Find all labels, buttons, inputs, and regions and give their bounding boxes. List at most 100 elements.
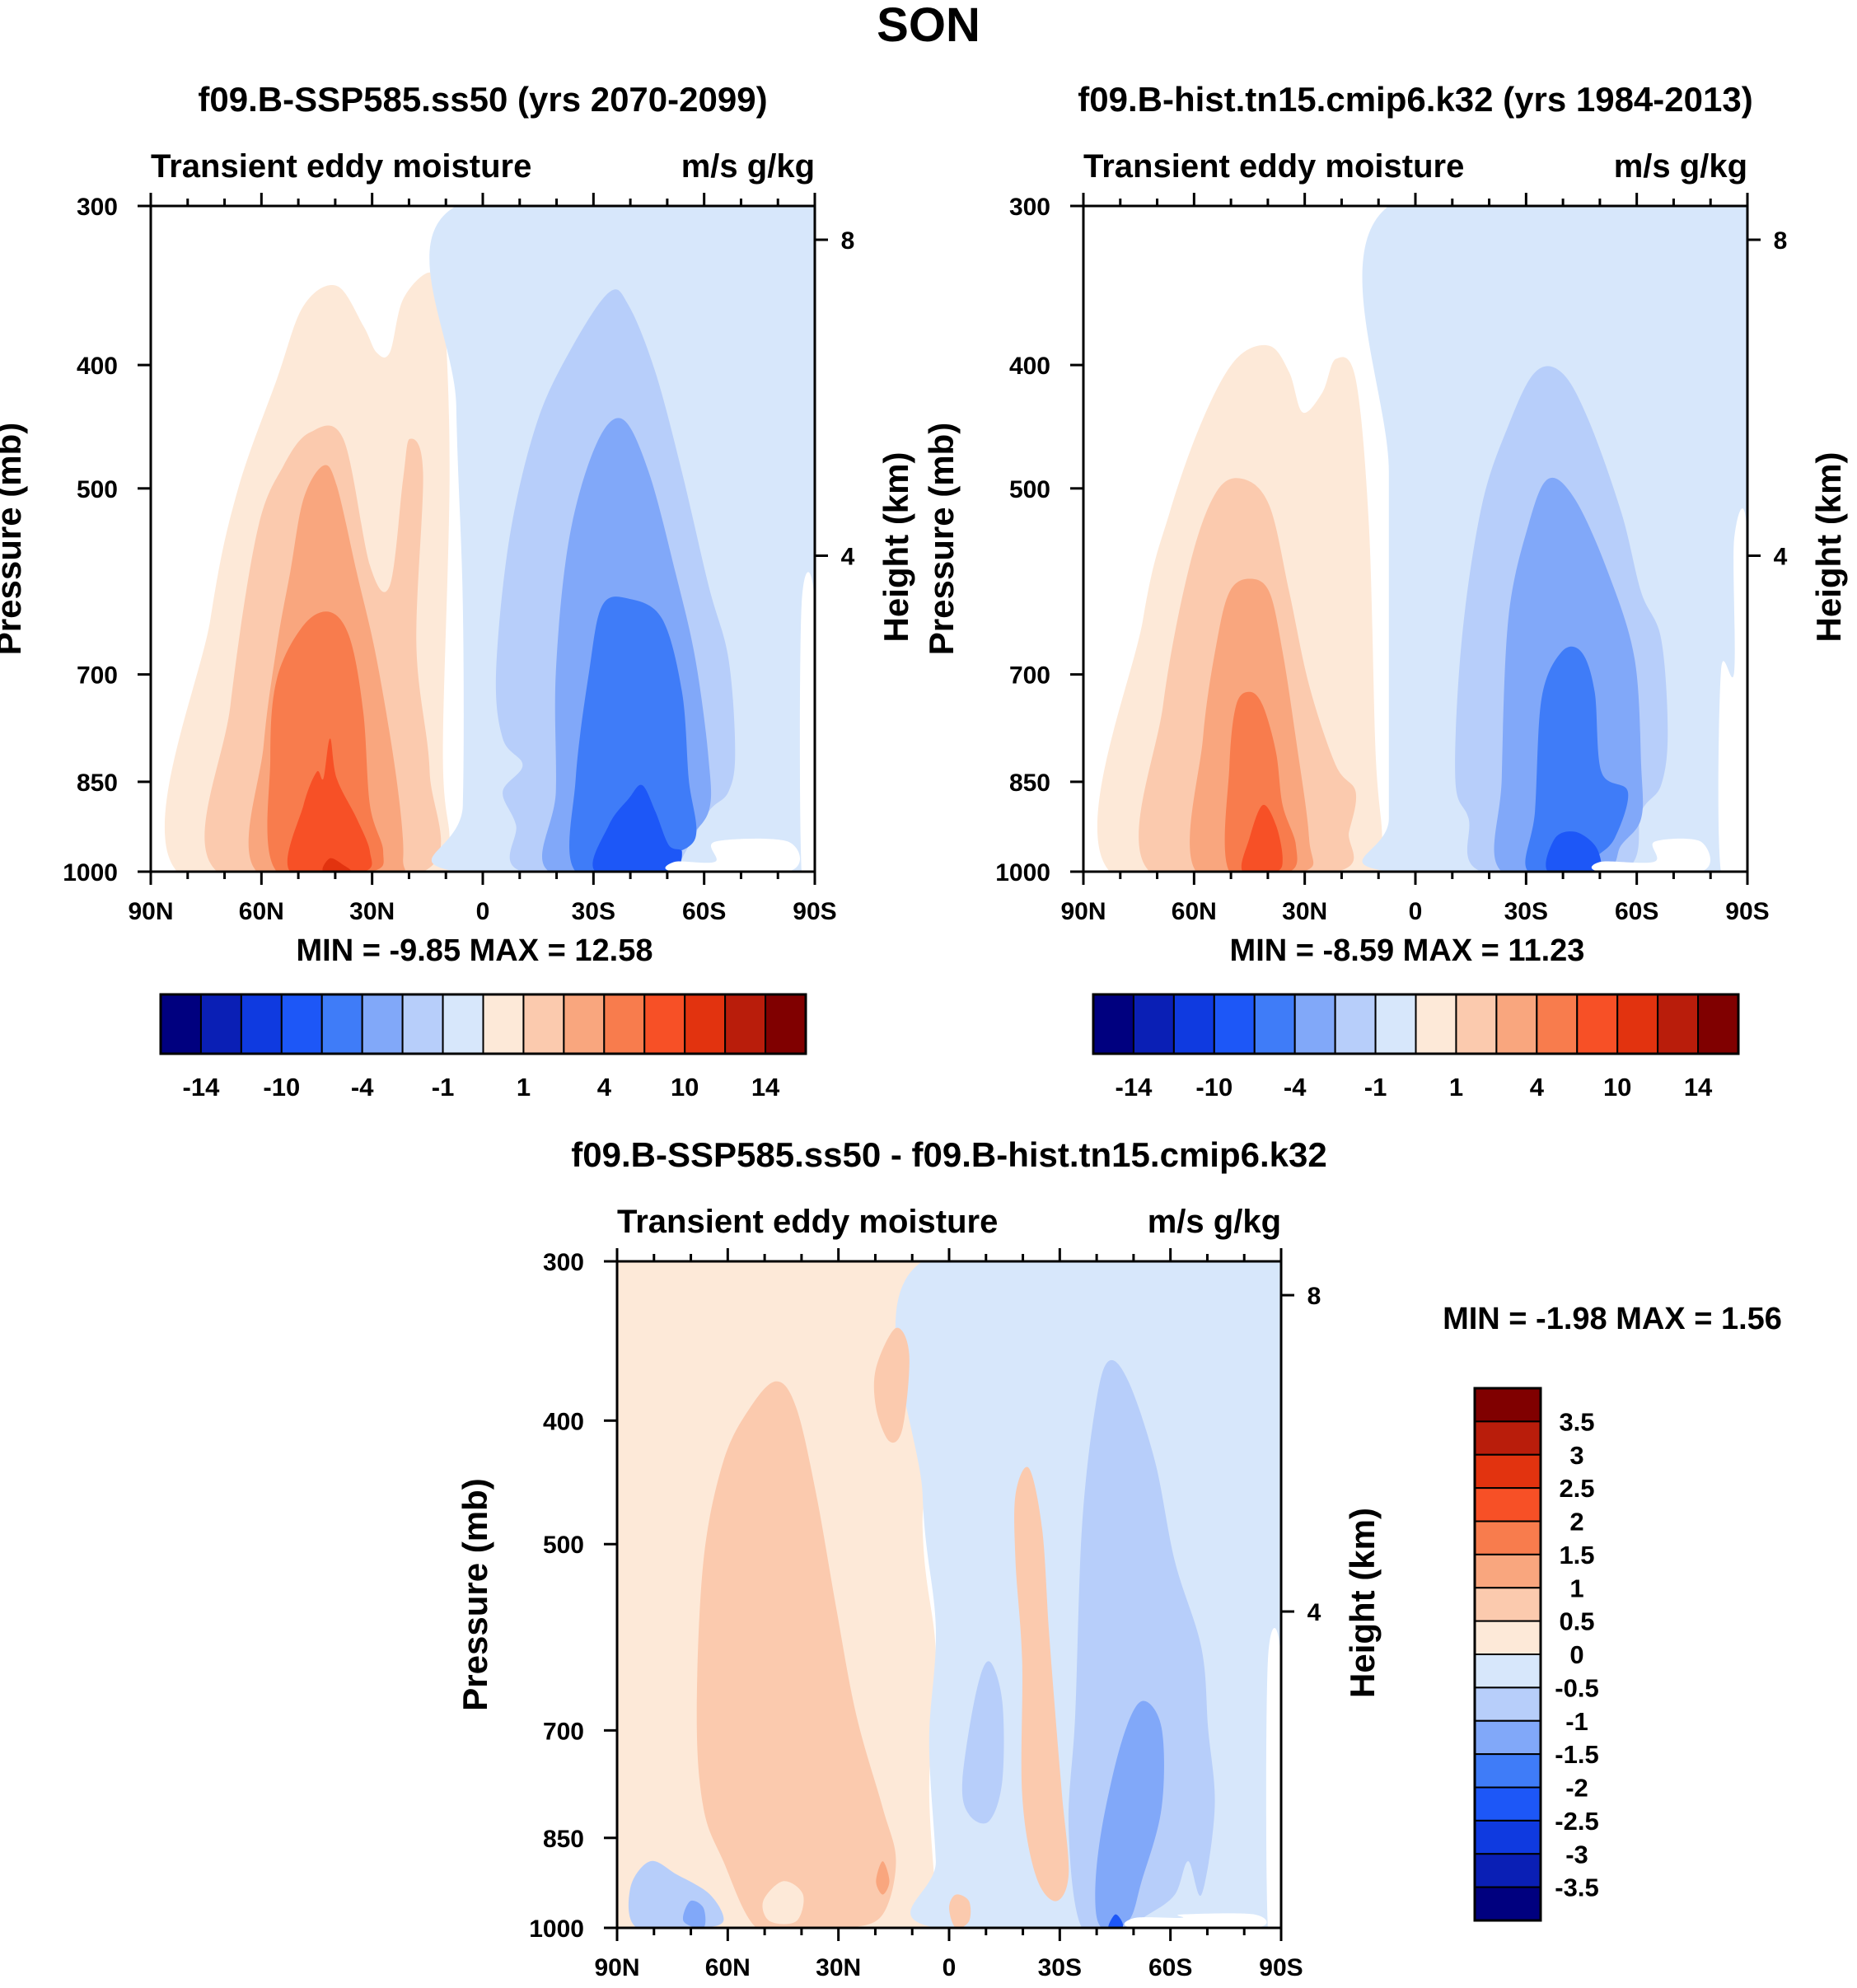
colorbar-box — [643, 994, 686, 1055]
panel-diff: f09.B-SSP585.ss50 - f09.B-hist.tn15.cmip… — [456, 1135, 1782, 1981]
y-axis-label: Pressure (mb) — [456, 1478, 494, 1710]
x-tick-label: 0 — [1409, 898, 1423, 925]
colorbar-label: 2.5 — [1559, 1474, 1594, 1503]
colorbar-box — [1474, 1753, 1541, 1789]
colorbar-box — [1253, 994, 1296, 1055]
colorbar-box — [1576, 994, 1619, 1055]
colorbar-label: 14 — [1684, 1073, 1713, 1102]
colorbar-label: -3 — [1565, 1840, 1588, 1869]
panel-title: f09.B-SSP585.ss50 - f09.B-hist.tn15.cmip… — [571, 1135, 1326, 1174]
colorbar-label: -2 — [1565, 1774, 1588, 1803]
x-tick-label: 30S — [1038, 1954, 1082, 1981]
contour-region — [665, 838, 801, 872]
colorbar-label: 0 — [1569, 1640, 1583, 1669]
colorbar-box — [603, 994, 646, 1055]
contour-region — [696, 1381, 896, 1928]
colorbar: -14 -10 -4 -1 1 4 10 14 — [159, 993, 807, 1102]
x-tick-label: 30S — [1504, 898, 1548, 925]
contour-region — [1124, 1913, 1267, 1928]
x-tick-label: 90S — [793, 898, 836, 925]
y-tick-label: 700 — [77, 662, 118, 690]
contour-region — [1525, 646, 1629, 872]
colorbar-box — [442, 994, 484, 1055]
height-axis-label: Height (km) — [1809, 452, 1848, 643]
colorbar-label: 14 — [751, 1073, 780, 1102]
panel-title: f09.B-SSP585.ss50 (yrs 2070-2099) — [198, 80, 767, 119]
x-tick-label: 60N — [705, 1954, 751, 1981]
y-tick-label: 500 — [77, 476, 118, 503]
colorbar-box — [563, 994, 606, 1055]
x-tick-label: 30N — [816, 1954, 861, 1981]
colorbar-box — [320, 994, 363, 1055]
colorbar-label: -0.5 — [1555, 1673, 1598, 1702]
colorbar-box — [199, 994, 242, 1055]
contour-region — [267, 611, 384, 872]
contour-region — [1265, 1628, 1281, 1928]
y-tick-label: 1000 — [529, 1915, 584, 1943]
panel-title: f09.B-hist.tn15.cmip6.k32 (yrs 1984-2013… — [1078, 80, 1752, 119]
contour-region — [1546, 831, 1602, 872]
x-tick-label: 90N — [594, 1954, 639, 1981]
colorbar-box — [1455, 994, 1498, 1055]
contour-region — [1718, 508, 1747, 872]
panel-subtitle-right: m/s g/kg — [1614, 148, 1747, 185]
colorbar-box — [1172, 994, 1215, 1055]
colorbar-label: 3.5 — [1559, 1407, 1594, 1436]
colorbar-label: -2.5 — [1555, 1807, 1598, 1836]
colorbar-box — [1474, 1453, 1541, 1490]
colorbar-box — [401, 994, 444, 1055]
height-tick-label: 4 — [841, 544, 855, 571]
colorbar-label: 1 — [1449, 1073, 1463, 1102]
colorbar-box — [280, 994, 323, 1055]
colorbar-box — [1536, 994, 1579, 1055]
colorbar: -14 -10 -4 -1 1 4 10 14 — [1092, 993, 1740, 1102]
figure-title: SON — [877, 0, 980, 52]
contour-fills — [165, 206, 815, 872]
colorbar-label: 1 — [517, 1073, 531, 1102]
min-max-stats: MIN = -1.98 MAX = 1.56 — [1443, 1302, 1782, 1336]
y-axis-label: Pressure (mb) — [0, 423, 28, 655]
contour-region — [287, 738, 372, 872]
contour-fills — [1097, 206, 1747, 872]
min-max-stats: MIN = -8.59 MAX = 11.23 — [1230, 933, 1585, 968]
colorbar-label: -10 — [1195, 1073, 1233, 1102]
y-tick-label: 400 — [543, 1408, 584, 1435]
colorbar-box — [1293, 994, 1336, 1055]
colorbar-label: -3.5 — [1555, 1873, 1598, 1902]
contour-region — [961, 1661, 1004, 1824]
contour-region — [1241, 805, 1283, 872]
contour-region — [683, 1900, 706, 1928]
colorbar-box — [1474, 1654, 1541, 1689]
contour-region — [762, 1881, 804, 1925]
height-tick-label: 4 — [1307, 1599, 1321, 1626]
colorbar-box — [1415, 994, 1457, 1055]
x-tick-label: 0 — [476, 898, 490, 925]
y-tick-label: 300 — [77, 194, 118, 221]
height-tick-label: 8 — [841, 227, 855, 255]
y-tick-label: 850 — [543, 1826, 584, 1853]
y-tick-label: 400 — [77, 353, 118, 380]
contour-region — [1591, 838, 1710, 872]
colorbar-box — [1474, 1719, 1541, 1756]
height-tick-label: 4 — [1774, 544, 1788, 571]
y-tick-label: 500 — [543, 1532, 584, 1559]
colorbar-label: -14 — [1116, 1073, 1153, 1102]
x-tick-label: 0 — [943, 1954, 957, 1981]
colorbar-label: 10 — [1603, 1073, 1631, 1102]
contour-region — [592, 784, 682, 872]
y-tick-label: 400 — [1009, 353, 1050, 380]
colorbar: 3.5 3 2.5 2 1.5 1 0.5 0 -0.5 -1 -1.5 -2 -2.5 -3 -3.5 — [1473, 1387, 1599, 1922]
y-axis-label: Pressure (mb) — [922, 423, 961, 655]
panel-subtitle-left: Transient eddy moisture — [1083, 148, 1464, 185]
colorbar-label: -1 — [432, 1073, 455, 1102]
y-tick-label: 500 — [1009, 476, 1050, 503]
x-tick-label: 60N — [239, 898, 284, 925]
colorbar-box — [1334, 994, 1377, 1055]
colorbar-label: -1.5 — [1555, 1740, 1598, 1769]
colorbar-label: 10 — [671, 1073, 699, 1102]
x-tick-label: 60S — [1615, 898, 1658, 925]
colorbar-box — [160, 994, 202, 1055]
colorbar-label: 0.5 — [1559, 1607, 1594, 1636]
y-tick-label: 300 — [543, 1249, 584, 1276]
